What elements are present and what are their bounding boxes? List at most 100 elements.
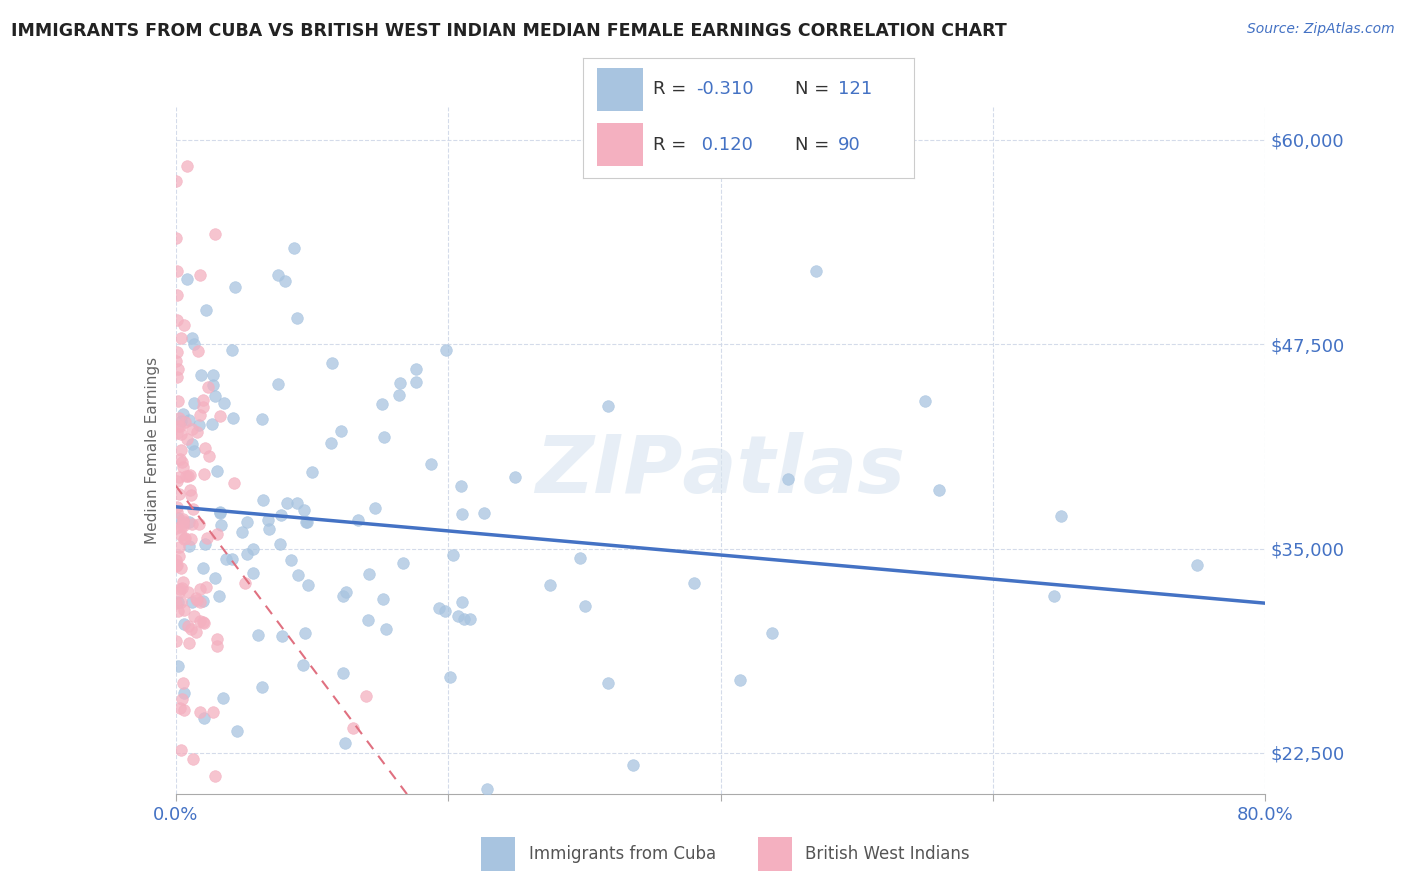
Point [450,479,472,493]
Point [169,418,191,433]
Point [167,584,190,599]
Point [453,612,475,626]
Point [184,625,207,640]
Point [167,419,190,434]
Point [233,575,256,590]
Point [167,361,190,376]
Point [179,483,201,497]
Point [371,592,394,607]
Point [166,425,188,440]
Text: Source: ZipAtlas.com: Source: ZipAtlas.com [1247,22,1395,37]
Point [183,395,205,409]
Point [183,443,205,458]
Point [166,263,188,277]
Point [212,691,235,706]
Point [274,274,297,288]
Point [165,552,187,566]
Point [166,369,188,384]
Point [194,537,217,551]
Point [180,488,202,502]
Point [761,626,783,640]
Point [226,724,249,739]
Point [201,417,224,431]
Point [928,483,950,497]
Point [236,547,259,561]
FancyBboxPatch shape [596,123,643,166]
Point [195,580,218,594]
Point [242,542,264,557]
Point [176,160,198,174]
Point [321,356,343,370]
Point [188,268,211,282]
Point [193,711,215,725]
Point [190,582,212,597]
Point [165,354,187,368]
Point [179,468,201,483]
Point [167,470,190,484]
Point [356,689,378,703]
Point [173,686,195,700]
Point [451,507,474,521]
Point [173,318,195,332]
Point [375,622,398,636]
Point [169,701,191,715]
Point [172,407,194,421]
Point [177,584,200,599]
Point [621,757,644,772]
Point [190,408,212,422]
Point [181,422,204,436]
Point [295,515,318,529]
Point [174,415,197,429]
Point [283,241,305,255]
Point [280,553,302,567]
Point [173,532,195,546]
Point [180,623,202,637]
Point [373,430,395,444]
Point [166,500,188,514]
Point [172,675,194,690]
Point [221,343,243,358]
Point [170,742,193,756]
Point [169,0,191,7]
Point [458,612,481,626]
Point [330,425,353,439]
Point [208,505,231,519]
Point [177,413,200,427]
Point [169,487,191,501]
Point [427,600,450,615]
Point [170,427,193,442]
Point [388,388,411,402]
Point [269,537,291,551]
Text: 0.120: 0.120 [696,136,752,153]
Point [294,625,316,640]
Point [267,377,290,392]
Point [191,401,214,415]
Point [357,613,380,627]
Point [538,577,561,591]
Point [177,515,200,529]
Point [270,508,292,523]
Text: 90: 90 [838,136,860,153]
Point [215,551,238,566]
Point [169,451,191,466]
Point [193,560,215,574]
Point [433,603,456,617]
Point [170,331,193,345]
Text: R =: R = [652,80,692,98]
Point [183,337,205,351]
Point [204,571,226,585]
Point [176,271,198,285]
Point [204,227,226,242]
Point [321,435,343,450]
Point [914,394,936,409]
Point [208,507,231,521]
Point [201,378,224,392]
Point [568,550,591,565]
FancyBboxPatch shape [596,68,643,111]
Point [208,589,231,603]
Point [188,614,211,628]
Point [194,303,217,318]
Point [270,629,292,643]
Point [170,561,193,575]
Point [207,527,229,541]
